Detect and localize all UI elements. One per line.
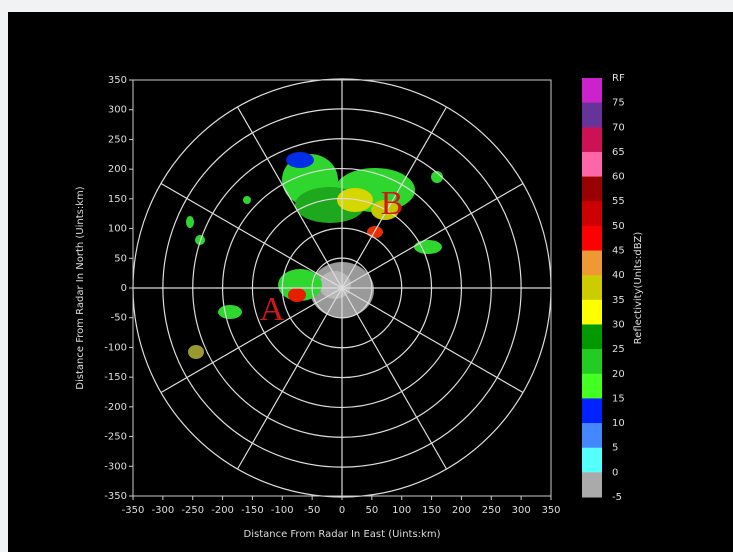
- x-tick-label: 350: [541, 505, 560, 516]
- colorbar-tick-label: 65: [612, 147, 625, 158]
- y-tick-label: 150: [108, 194, 127, 205]
- colorbar-tick-label: 25: [612, 344, 625, 355]
- annotation: A: [260, 291, 285, 328]
- colorbar-tick-label: 5: [612, 443, 618, 454]
- y-tick-label: -300: [104, 461, 127, 472]
- colorbar-segment: [582, 275, 602, 300]
- colorbar-tick-label: 15: [612, 393, 625, 404]
- colorbar-segment: [582, 349, 602, 374]
- colorbar-tick-label: 75: [612, 98, 625, 109]
- y-tick-label: -200: [104, 402, 127, 413]
- x-tick-label: 0: [339, 505, 345, 516]
- y-tick-label: 300: [108, 105, 127, 116]
- y-tick-label: 350: [108, 75, 127, 86]
- x-tick-label: -200: [211, 505, 234, 516]
- colorbar-segment: [582, 201, 602, 226]
- colorbar-label: Reflectivity(Units:dBZ): [633, 232, 644, 345]
- colorbar-tick-label: 45: [612, 246, 625, 257]
- colorbar-tick-label: 55: [612, 196, 625, 207]
- colorbar-tick-label: 50: [612, 221, 625, 232]
- colorbar-segment: [582, 103, 602, 128]
- x-tick-label: 300: [512, 505, 531, 516]
- colorbar-tick-label: 10: [612, 418, 625, 429]
- x-tick-label: -250: [181, 505, 204, 516]
- chart: A B Distance From Radar In East (Uints:k…: [0, 0, 733, 552]
- colorbar-tick-label: 20: [612, 369, 625, 380]
- y-tick-label: 50: [114, 253, 127, 264]
- colorbar-segment: [582, 448, 602, 473]
- x-tick-label: -50: [304, 505, 320, 516]
- page: A B Distance From Radar In East (Uints:k…: [0, 0, 733, 552]
- colorbar-segment: [582, 398, 602, 423]
- colorbar-segment: [582, 78, 602, 103]
- y-tick-label: 100: [108, 224, 127, 235]
- colorbar-tick-label: 30: [612, 319, 625, 330]
- x-tick-label: -100: [271, 505, 294, 516]
- y-tick-label: 250: [108, 134, 127, 145]
- colorbar-tick-label: -5: [612, 492, 622, 503]
- x-tick-label: -150: [241, 505, 264, 516]
- x-axis-label: Distance From Radar In East (Uints:km): [244, 529, 441, 540]
- annotation: B: [381, 185, 404, 222]
- y-tick-label: -250: [104, 432, 127, 443]
- x-tick-label: -350: [122, 505, 145, 516]
- colorbar-tick-label: 70: [612, 122, 625, 133]
- colorbar-segment: [582, 423, 602, 448]
- colorbar-segment: [582, 300, 602, 325]
- colorbar-tick-label: 35: [612, 295, 625, 306]
- colorbar-tick-label: RF: [612, 73, 625, 84]
- colorbar-segment: [582, 127, 602, 152]
- x-tick-label: 100: [392, 505, 411, 516]
- x-tick-label: 150: [422, 505, 441, 516]
- x-tick-label: -300: [152, 505, 175, 516]
- colorbar-tick-label: 0: [612, 467, 618, 478]
- y-tick-label: -150: [104, 372, 127, 383]
- x-tick-label: 250: [482, 505, 501, 516]
- y-tick-label: -100: [104, 342, 127, 353]
- y-tick-label: 0: [121, 283, 127, 294]
- colorbar-segment: [582, 472, 602, 497]
- colorbar-tick-label: 40: [612, 270, 625, 281]
- y-tick-label: 200: [108, 164, 127, 175]
- colorbar-segment: [582, 251, 602, 276]
- colorbar-segment: [582, 152, 602, 177]
- y-tick-label: -350: [104, 491, 127, 502]
- x-tick-label: 200: [452, 505, 471, 516]
- colorbar-segment: [582, 226, 602, 251]
- colorbar-segment: [582, 324, 602, 349]
- colorbar-tick-label: 60: [612, 172, 625, 183]
- x-tick-label: 50: [365, 505, 378, 516]
- y-tick-label: -50: [111, 313, 127, 324]
- colorbar-segment: [582, 177, 602, 202]
- y-axis-label: Distance From Radar In North (Uints:km): [75, 186, 86, 389]
- colorbar-segment: [582, 374, 602, 399]
